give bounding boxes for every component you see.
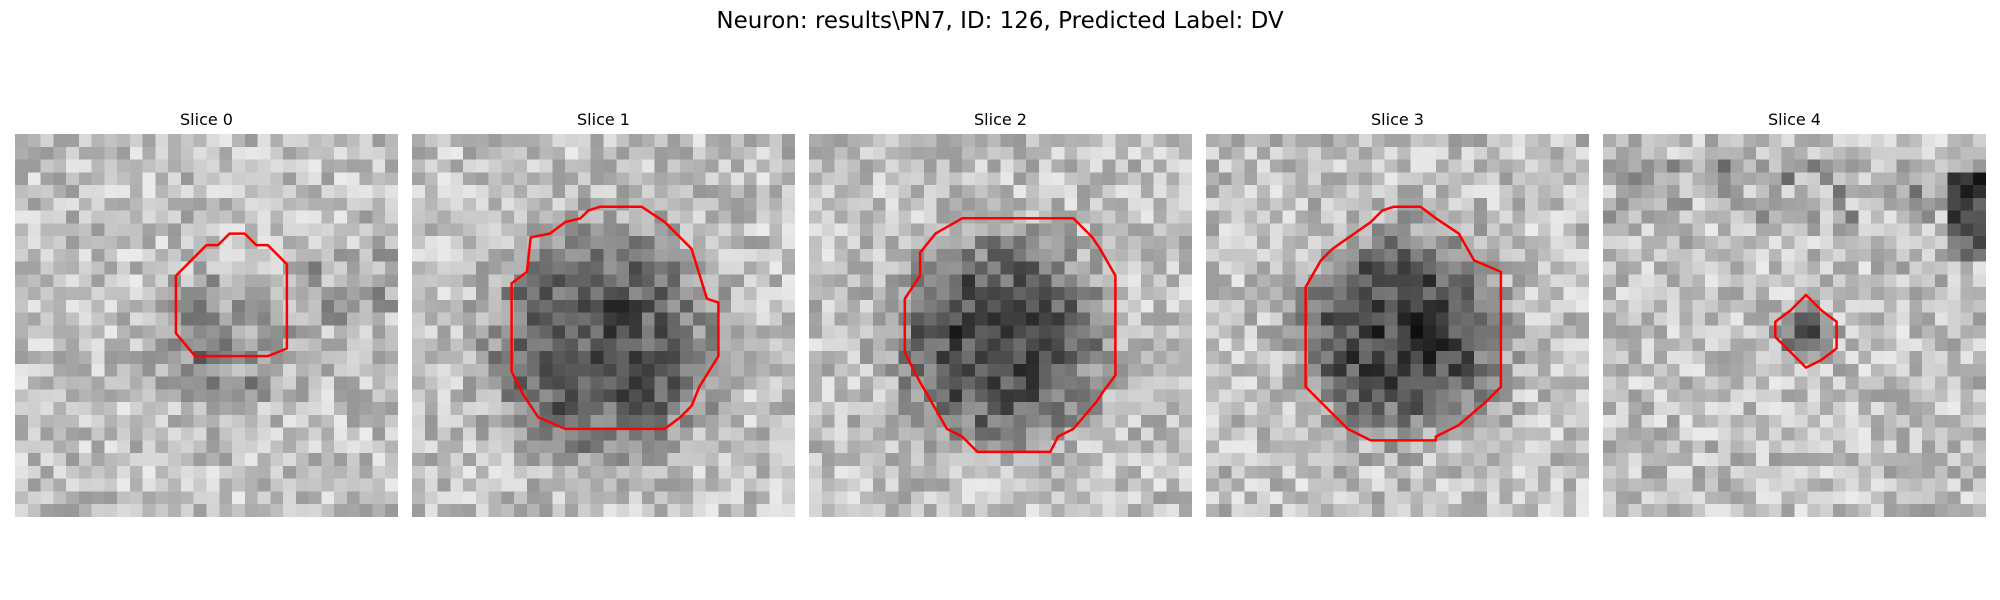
microscopy-slice-image [809,134,1192,517]
slice-title: Slice 3 [1371,110,1424,129]
microscopy-slice-image [1603,134,1986,517]
microscopy-slice-image [412,134,795,517]
neuron-contour [510,205,720,431]
pixel-grid [1603,134,1986,517]
microscopy-slice-image [1206,134,1589,517]
pixel-grid [1206,134,1589,517]
neuron-contour [1774,293,1838,369]
slice-title: Slice 0 [180,110,233,129]
neuron-contour [174,232,289,358]
pixel-grid [809,134,1192,517]
microscopy-slice-image [15,134,398,517]
slice-title: Slice 1 [577,110,630,129]
neuron-contour [1304,205,1503,442]
pixel-grid [412,134,795,517]
pixel-grid [15,134,398,517]
slice-title: Slice 2 [974,110,1027,129]
neuron-contour [903,217,1117,454]
slice-title: Slice 4 [1768,110,1821,129]
figure-title: Neuron: results\PN7, ID: 126, Predicted … [716,8,1284,34]
